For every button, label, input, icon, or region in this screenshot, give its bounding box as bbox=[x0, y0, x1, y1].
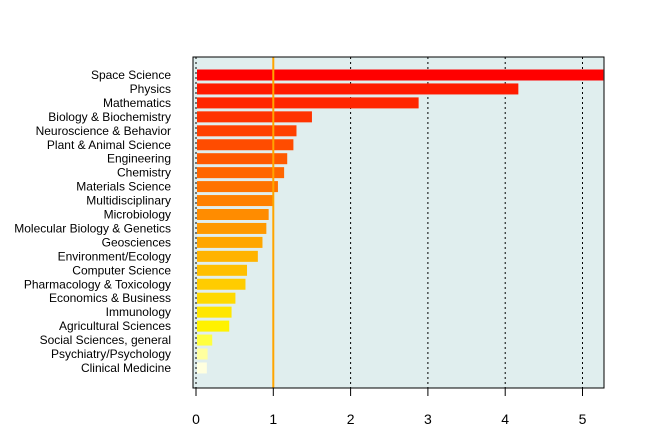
category-label-14: Computer Science bbox=[72, 263, 171, 277]
bar-7 bbox=[197, 167, 285, 179]
bar-20 bbox=[197, 348, 208, 360]
bar-5 bbox=[197, 139, 294, 151]
bar-19 bbox=[197, 334, 213, 346]
category-label-6: Engineering bbox=[107, 152, 171, 166]
bar-1 bbox=[197, 83, 519, 95]
category-label-4: Neuroscience & Behavior bbox=[36, 124, 171, 138]
category-label-16: Economics & Business bbox=[49, 291, 171, 305]
grid-lines bbox=[195, 57, 583, 388]
category-label-7: Chemistry bbox=[117, 166, 171, 180]
bar-11 bbox=[197, 222, 267, 234]
x-tick-label-3: 3 bbox=[424, 411, 432, 427]
x-axis: 0 1 2 3 4 5 bbox=[192, 388, 587, 427]
category-label-15: Pharmacology & Toxicology bbox=[24, 277, 171, 291]
category-label-2: Mathematics bbox=[103, 96, 171, 110]
bar-21 bbox=[197, 362, 207, 374]
category-label-12: Geosciences bbox=[102, 235, 171, 249]
category-label-19: Social Sciences, general bbox=[40, 333, 171, 347]
bar-13 bbox=[197, 250, 258, 262]
x-tick-label-0: 0 bbox=[192, 411, 200, 427]
bar-6 bbox=[197, 153, 288, 165]
category-label-0: Space Science bbox=[91, 68, 171, 82]
bar-10 bbox=[197, 209, 269, 220]
category-label-1: Physics bbox=[130, 82, 171, 96]
bar-15 bbox=[197, 278, 246, 290]
category-label-17: Immunology bbox=[106, 305, 171, 319]
bar-8 bbox=[197, 181, 278, 193]
category-label-10: Microbiology bbox=[104, 208, 171, 222]
bar-0 bbox=[197, 69, 604, 81]
category-label-8: Materials Science bbox=[76, 180, 171, 194]
category-label-13: Environment/Ecology bbox=[58, 249, 171, 263]
bar-4 bbox=[197, 125, 297, 137]
category-label-21: Clinical Medicine bbox=[81, 361, 171, 375]
bar-9 bbox=[197, 195, 273, 207]
category-label-20: Psychiatry/Psychology bbox=[51, 347, 171, 361]
bar-14 bbox=[197, 264, 248, 276]
bar-16 bbox=[197, 292, 236, 304]
category-label-18: Agricultural Sciences bbox=[59, 319, 171, 333]
bars bbox=[197, 69, 604, 374]
bar-3 bbox=[197, 111, 312, 123]
category-label-9: Multidisciplinary bbox=[86, 194, 171, 208]
x-tick-label-1: 1 bbox=[269, 411, 277, 427]
category-label-3: Biology & Biochemistry bbox=[48, 110, 171, 124]
x-tick-label-5: 5 bbox=[579, 411, 587, 427]
bar-2 bbox=[197, 97, 419, 109]
bar-17 bbox=[197, 306, 232, 318]
x-tick-label-4: 4 bbox=[501, 411, 509, 427]
bar-12 bbox=[197, 236, 263, 248]
bar-18 bbox=[197, 320, 230, 332]
x-tick-label-2: 2 bbox=[347, 411, 355, 427]
category-label-5: Plant & Animal Science bbox=[47, 138, 171, 152]
category-label-11: Molecular Biology & Genetics bbox=[14, 221, 171, 235]
plot-frame bbox=[192, 56, 605, 389]
